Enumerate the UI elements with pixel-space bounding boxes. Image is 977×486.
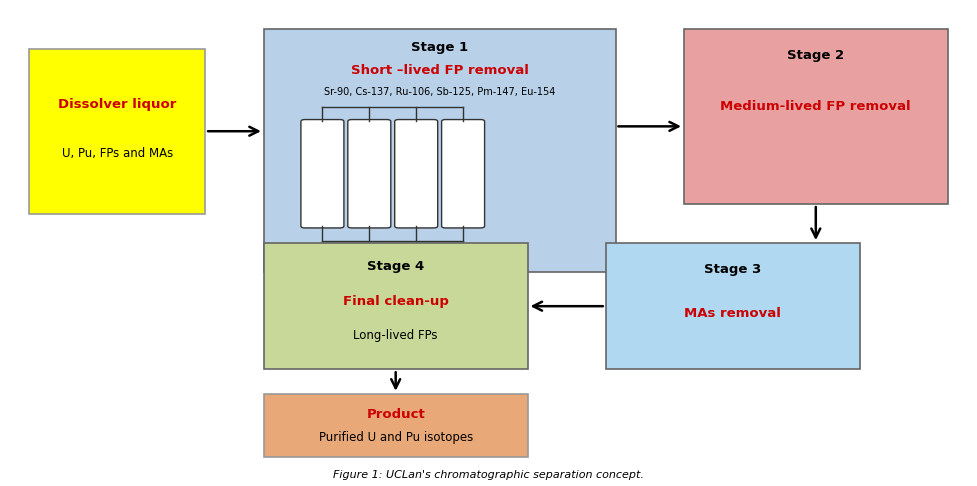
FancyBboxPatch shape xyxy=(301,120,344,228)
FancyBboxPatch shape xyxy=(264,394,528,457)
Text: Final clean-up: Final clean-up xyxy=(343,295,448,308)
Text: Purified U and Pu isotopes: Purified U and Pu isotopes xyxy=(319,431,473,444)
Text: Stage 4: Stage 4 xyxy=(367,260,424,273)
Text: Medium-lived FP removal: Medium-lived FP removal xyxy=(720,101,912,113)
Text: Sr-90, Cs-137, Ru-106, Sb-125, Pm-147, Eu-154: Sr-90, Cs-137, Ru-106, Sb-125, Pm-147, E… xyxy=(324,87,555,97)
Text: Stage 1: Stage 1 xyxy=(411,41,468,54)
FancyBboxPatch shape xyxy=(29,49,205,214)
Text: Stage 3: Stage 3 xyxy=(704,263,761,276)
FancyBboxPatch shape xyxy=(684,29,948,204)
Text: U, Pu, FPs and MAs: U, Pu, FPs and MAs xyxy=(62,147,173,159)
Text: MAs removal: MAs removal xyxy=(684,307,782,320)
FancyBboxPatch shape xyxy=(395,120,438,228)
Text: Stage 2: Stage 2 xyxy=(787,50,844,62)
FancyBboxPatch shape xyxy=(348,120,391,228)
Text: Dissolver liquor: Dissolver liquor xyxy=(58,98,177,111)
FancyBboxPatch shape xyxy=(264,243,528,369)
Text: Short –lived FP removal: Short –lived FP removal xyxy=(351,64,529,77)
FancyBboxPatch shape xyxy=(264,29,616,272)
FancyBboxPatch shape xyxy=(442,120,485,228)
Text: Product: Product xyxy=(366,408,425,420)
Text: Figure 1: UCLan's chromatographic separation concept.: Figure 1: UCLan's chromatographic separa… xyxy=(333,470,644,480)
FancyBboxPatch shape xyxy=(606,243,860,369)
Text: Long-lived FPs: Long-lived FPs xyxy=(354,329,438,342)
